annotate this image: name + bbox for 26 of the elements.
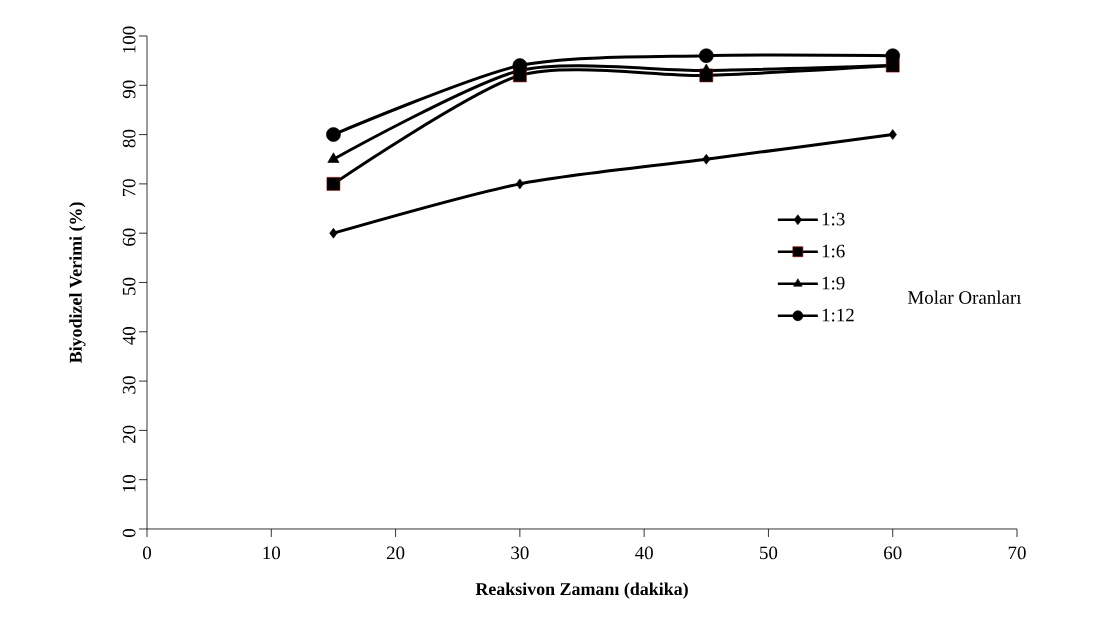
x-tick-label: 0: [143, 546, 152, 560]
y-tick-label: 90: [122, 80, 136, 99]
legend-title: Molar Oranları: [907, 290, 1022, 304]
legend-label: 1:3: [822, 212, 845, 226]
y-tick-label: 70: [122, 179, 136, 197]
legend-label: 1:6: [822, 244, 845, 258]
y-tick-label: 10: [122, 474, 136, 492]
x-tick-label: 70: [1008, 546, 1026, 560]
x-tick-label: 60: [884, 546, 902, 560]
x-tick-label: 30: [511, 546, 529, 560]
y-tick-label: 0: [122, 528, 136, 537]
y-tick-label: 50: [122, 277, 136, 295]
legend-label: 1:12: [822, 308, 854, 322]
y-tick-label: 20: [122, 425, 136, 444]
legend-label: 1:9: [822, 276, 845, 290]
y-tick-label: 30: [122, 376, 136, 394]
x-tick-label: 10: [263, 546, 281, 560]
x-tick-label: 50: [760, 546, 778, 560]
x-tick-label: 40: [635, 546, 653, 560]
x-axis-title: Reaksivon Zamanı (dakika): [475, 582, 688, 599]
y-tick-label: 80: [122, 129, 136, 148]
y-tick-label: 40: [122, 327, 136, 345]
x-tick-label: 20: [386, 546, 405, 560]
y-tick-label: 60: [122, 228, 136, 246]
y-tick-label: 100: [122, 26, 136, 53]
y-axis-title: Biyodizel Verimi (%): [69, 202, 86, 364]
